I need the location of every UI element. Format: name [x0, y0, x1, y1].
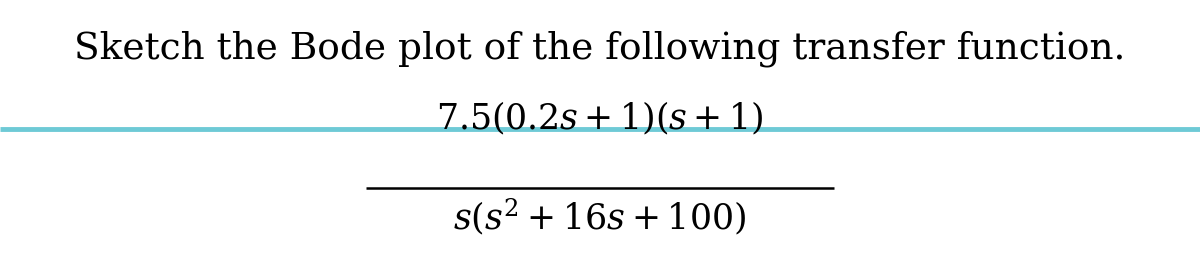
Text: Sketch the Bode plot of the following transfer function.: Sketch the Bode plot of the following tr… [74, 30, 1126, 67]
Text: $7.5(0.2s + 1)(s + 1)$: $7.5(0.2s + 1)(s + 1)$ [436, 100, 764, 137]
Text: $s(s^2 + 16s + 100)$: $s(s^2 + 16s + 100)$ [454, 196, 746, 237]
